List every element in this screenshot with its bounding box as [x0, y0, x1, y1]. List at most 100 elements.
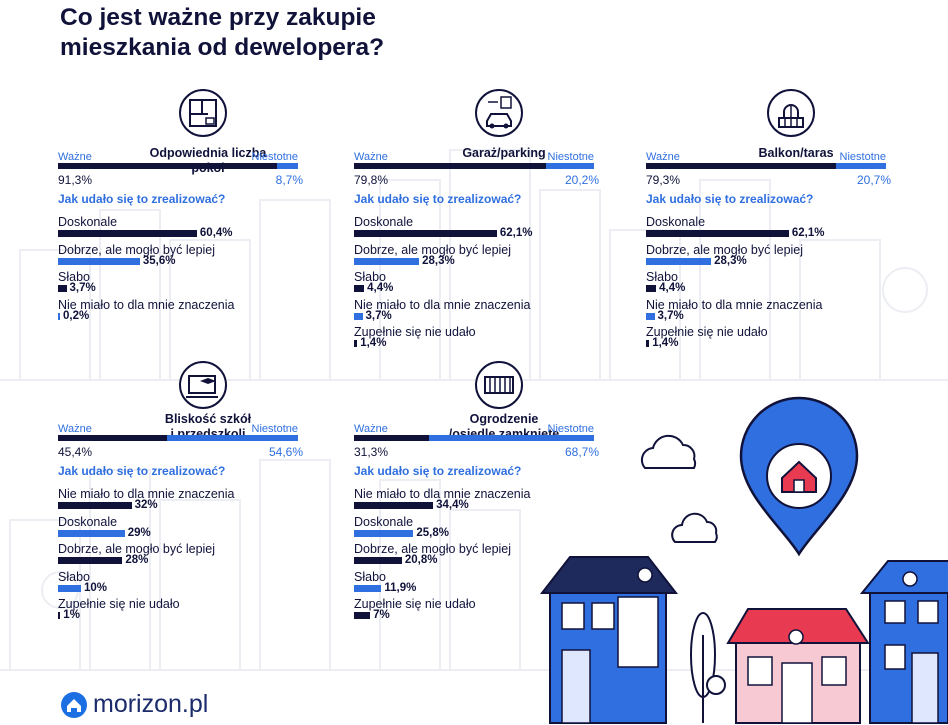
answer-value: 11,9% [384, 581, 417, 594]
answer-bar [354, 584, 382, 592]
answer-row: Słabo 10% [58, 570, 298, 598]
answer-value: 28,3% [422, 254, 455, 267]
answer-bar [646, 312, 655, 320]
answer-bar [58, 257, 140, 265]
answer-value: 10% [84, 581, 108, 594]
title-line-2: mieszkania od dewelopera? [60, 34, 385, 61]
importance-stacked-bar [58, 163, 298, 169]
answer-bar [354, 340, 358, 347]
chart-title-line: Bliskość szkół [164, 412, 252, 426]
not-important-label: Niestotne [547, 151, 594, 163]
chart-title-line: Balkon/taras [758, 146, 834, 160]
not-important-label: Niestotne [251, 151, 298, 163]
answer-value: 32% [134, 499, 158, 511]
answer-bar [58, 285, 67, 292]
answer-value: 3,7% [365, 309, 392, 322]
answer-bar [354, 230, 497, 237]
answer-bar [58, 612, 61, 619]
answer-bar [58, 557, 123, 564]
importance-stacked-bar [58, 435, 298, 441]
not-important-value: 20,7% [856, 173, 891, 187]
car-parking-icon [474, 88, 524, 138]
important-label: Ważne [58, 151, 92, 163]
important-label: Ważne [58, 423, 92, 435]
answer-row: Słabo 3,7% [58, 270, 298, 298]
important-bar-segment [646, 163, 837, 169]
answer-row: Dobrze, ale mogło być lepiej 28,3% [354, 243, 594, 271]
answer-bar [354, 257, 420, 265]
answer-value: 1% [63, 609, 80, 621]
chart-panel-schools: Bliskość szkół i przedszkoli Ważne Niestotn… [58, 360, 303, 621]
answer-value: 4,4% [367, 282, 394, 294]
answer-bar [646, 285, 657, 292]
importance-stacked-bar [646, 163, 886, 169]
answer-bar [354, 285, 365, 292]
answer-row: Słabo 11,9% [354, 570, 594, 598]
answer-label: Nie miało to dla mnie znaczenia [58, 297, 235, 312]
cloud-icon [640, 434, 718, 543]
not-important-bar-segment [545, 163, 594, 169]
chart-title: Garaż/parking [429, 146, 579, 161]
answer-bar [354, 502, 434, 509]
important-bar-segment [58, 163, 278, 169]
answer-row: Nie miało to dla mnie znaczenia 0,2% [58, 298, 298, 326]
answer-label: Dobrze, ale mogło być lepiej [354, 542, 512, 556]
answer-row: Dobrze, ale mogło być lepiej 35,6% [58, 243, 298, 271]
answer-value: 35,6% [142, 254, 176, 267]
answer-list: Doskonale 62,1% Dobrze, ale mogło być lepi… [354, 215, 594, 353]
answer-label: Słabo [58, 270, 90, 284]
answer-value: 25,8% [416, 526, 449, 539]
important-label: Ważne [354, 151, 388, 163]
answer-bar [354, 557, 402, 564]
answer-bar [354, 312, 363, 320]
answer-value: 62,1% [499, 227, 533, 239]
question-text: Jak udało się to zrealizować? [58, 192, 226, 206]
answer-bar [354, 529, 414, 537]
answer-label: Nie miało to dla mnie znaczenia [646, 297, 823, 312]
answer-label: Dobrze, ale mogło być lepiej [646, 242, 804, 257]
answer-row: Nie miało to dla mnie znaczenia 3,7% [646, 298, 886, 326]
answer-label: Zupełnie się nie udało [646, 325, 768, 339]
answer-bar [646, 230, 789, 237]
school-computer-icon [178, 360, 228, 410]
answer-value: 1,4% [360, 337, 387, 349]
answer-label: Nie miało to dla mnie znaczenia [354, 297, 531, 312]
importance-stacked-bar [354, 163, 594, 169]
answer-row: Zupełnie się nie udało 1% [58, 597, 298, 625]
answer-row: Doskonale 25,8% [354, 515, 594, 543]
answer-label: Dobrze, ale mogło być lepiej [354, 242, 512, 257]
important-value: 79,8% [354, 173, 389, 187]
answer-bar [58, 230, 197, 237]
page-title: Co jest ważne przy zakupie mieszkania od… [60, 3, 580, 63]
balcony-icon [766, 88, 816, 138]
answer-label: Doskonale [58, 514, 118, 529]
answer-label: Dobrze, ale mogło być lepiej [58, 242, 216, 257]
answer-list: Doskonale 60,4% Dobrze, ale mogło być lepi… [58, 215, 298, 325]
brand-logo[interactable]: morizon.pl [60, 690, 208, 721]
answer-value: 0,2% [63, 309, 90, 322]
question-text: Jak udało się to zrealizować? [58, 464, 226, 478]
chart-panel-fence: Ogrodzenie/osiedle zamknięte Ważne Niestot… [354, 360, 599, 621]
answer-value: 29% [127, 526, 151, 539]
answer-row: Słabo 4,4% [646, 270, 886, 298]
answer-label: Doskonale [58, 215, 118, 229]
chart-title: Balkon/taras [721, 146, 871, 161]
chart-panel-garage: Garaż/parking Ważne Niestotne 79,8% 20,2% Jak… [354, 88, 599, 349]
not-important-bar-segment [429, 435, 594, 441]
important-value: 31,3% [354, 445, 389, 459]
important-bar-segment [58, 435, 167, 441]
answer-row: Doskonale 29% [58, 515, 298, 543]
answer-value: 28% [125, 554, 149, 566]
chart-title-line: Ogrodzenie [469, 412, 539, 426]
answer-bar [646, 257, 712, 265]
answer-row: Słabo 4,4% [354, 270, 594, 298]
answer-row: Nie miało to dla mnie znaczenia 32% [58, 487, 298, 515]
answer-label: Słabo [58, 569, 90, 584]
answer-bar [58, 502, 132, 509]
answer-label: Nie miało to dla mnie znaczenia [354, 487, 531, 501]
answer-value: 62,1% [791, 227, 825, 239]
not-important-label: Niestotne [839, 151, 886, 163]
importance-stacked-bar [354, 435, 594, 441]
question-text: Jak udało się to zrealizować? [354, 192, 522, 206]
